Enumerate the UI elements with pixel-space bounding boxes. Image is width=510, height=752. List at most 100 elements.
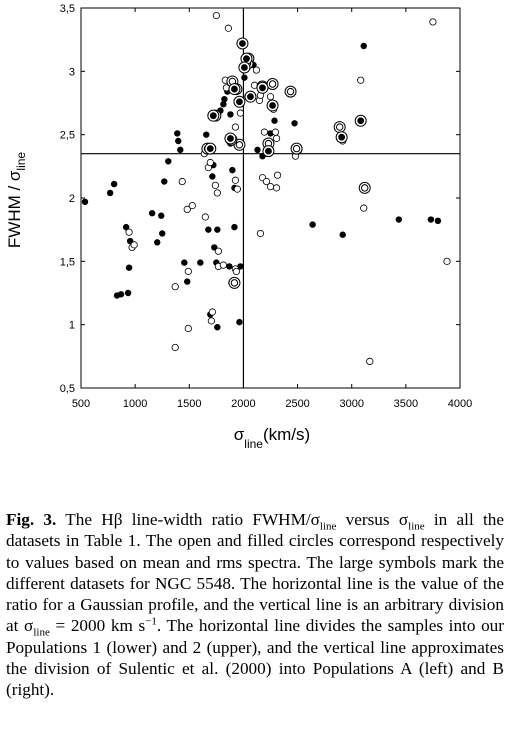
point: [125, 228, 133, 236]
dot: [360, 42, 367, 50]
dot: [207, 317, 215, 325]
dot: [188, 202, 196, 210]
x-tick-label: 1500: [177, 398, 201, 410]
point: [130, 241, 138, 249]
dot: [434, 217, 442, 224]
dot: [229, 166, 236, 174]
point: [175, 137, 182, 145]
point: [271, 117, 278, 124]
point: [354, 114, 367, 127]
dot: [271, 117, 278, 124]
x-tick-label: 2000: [231, 398, 255, 410]
dot: [177, 146, 184, 154]
dot: [231, 176, 240, 184]
plot-frame: [80, 7, 461, 389]
ring: [290, 142, 303, 155]
caption-text: line: [319, 520, 337, 533]
ring: [292, 144, 301, 153]
point: [358, 181, 371, 194]
point: [201, 213, 209, 221]
point: [238, 61, 251, 74]
point: [335, 131, 348, 144]
point: [236, 318, 243, 326]
dot: [208, 308, 216, 316]
ring: [284, 85, 297, 98]
dot: [110, 180, 118, 188]
dot: [175, 137, 182, 145]
dot: [183, 205, 191, 213]
point: [244, 90, 257, 103]
y-tick-label: 3: [69, 66, 75, 78]
point: [165, 158, 172, 165]
point: [184, 278, 191, 285]
dot: [395, 216, 403, 223]
point: [224, 132, 237, 145]
point: [106, 189, 114, 197]
point: [197, 259, 204, 266]
dot: [178, 177, 186, 186]
x-tick-label: 2500: [285, 398, 309, 410]
dot: [165, 158, 172, 165]
point: [233, 95, 246, 108]
dot: [226, 263, 233, 270]
x-tick-label: 4000: [448, 398, 472, 410]
dot: [309, 221, 316, 228]
point: [154, 239, 161, 246]
x-tick-label: 3000: [339, 398, 363, 410]
dot: [266, 183, 275, 191]
dot: [197, 259, 204, 266]
point: [254, 146, 261, 154]
dot: [220, 101, 227, 108]
dot: [232, 267, 240, 276]
point: [266, 99, 279, 112]
point: [221, 96, 228, 103]
point: [181, 259, 188, 266]
dot: [272, 184, 281, 192]
point: [208, 308, 216, 316]
point: [241, 74, 248, 81]
caption-text: line: [408, 520, 425, 533]
y-tick-label: 1: [69, 320, 75, 332]
dot: [206, 158, 214, 167]
point: [227, 111, 234, 118]
dot: [211, 181, 219, 189]
point: [214, 324, 221, 331]
dot: [184, 324, 192, 333]
dot: [122, 223, 130, 231]
point: [203, 131, 210, 138]
point: [177, 146, 184, 154]
x-tick-label: 3500: [394, 398, 418, 410]
point: [188, 202, 196, 210]
point: [184, 324, 192, 333]
point: [81, 198, 89, 205]
dot: [339, 231, 346, 238]
chart: FWHM / σline σline(km/s) 0,511,522,533,5…: [5, 3, 472, 451]
point: [357, 76, 365, 84]
point: [366, 357, 374, 365]
dot: [224, 24, 232, 32]
dot: [174, 130, 181, 137]
dot: [236, 318, 243, 326]
dot: [241, 64, 248, 71]
point: [262, 177, 271, 186]
y-tick-label: 0,5: [60, 383, 75, 395]
point: [171, 343, 179, 352]
dot: [265, 147, 272, 155]
point: [262, 145, 275, 158]
point: [117, 291, 125, 298]
point: [224, 24, 232, 32]
dot: [209, 173, 216, 180]
dot: [171, 343, 179, 352]
point: [271, 128, 280, 136]
point: [233, 185, 241, 193]
point: [252, 66, 261, 74]
dot: [272, 134, 281, 143]
point: [171, 283, 179, 291]
dot: [271, 128, 280, 136]
x-tick-label: 1000: [123, 398, 147, 410]
point: [427, 216, 435, 223]
dot: [206, 145, 214, 152]
point: [231, 176, 240, 184]
dot: [254, 146, 261, 154]
point: [395, 216, 403, 223]
